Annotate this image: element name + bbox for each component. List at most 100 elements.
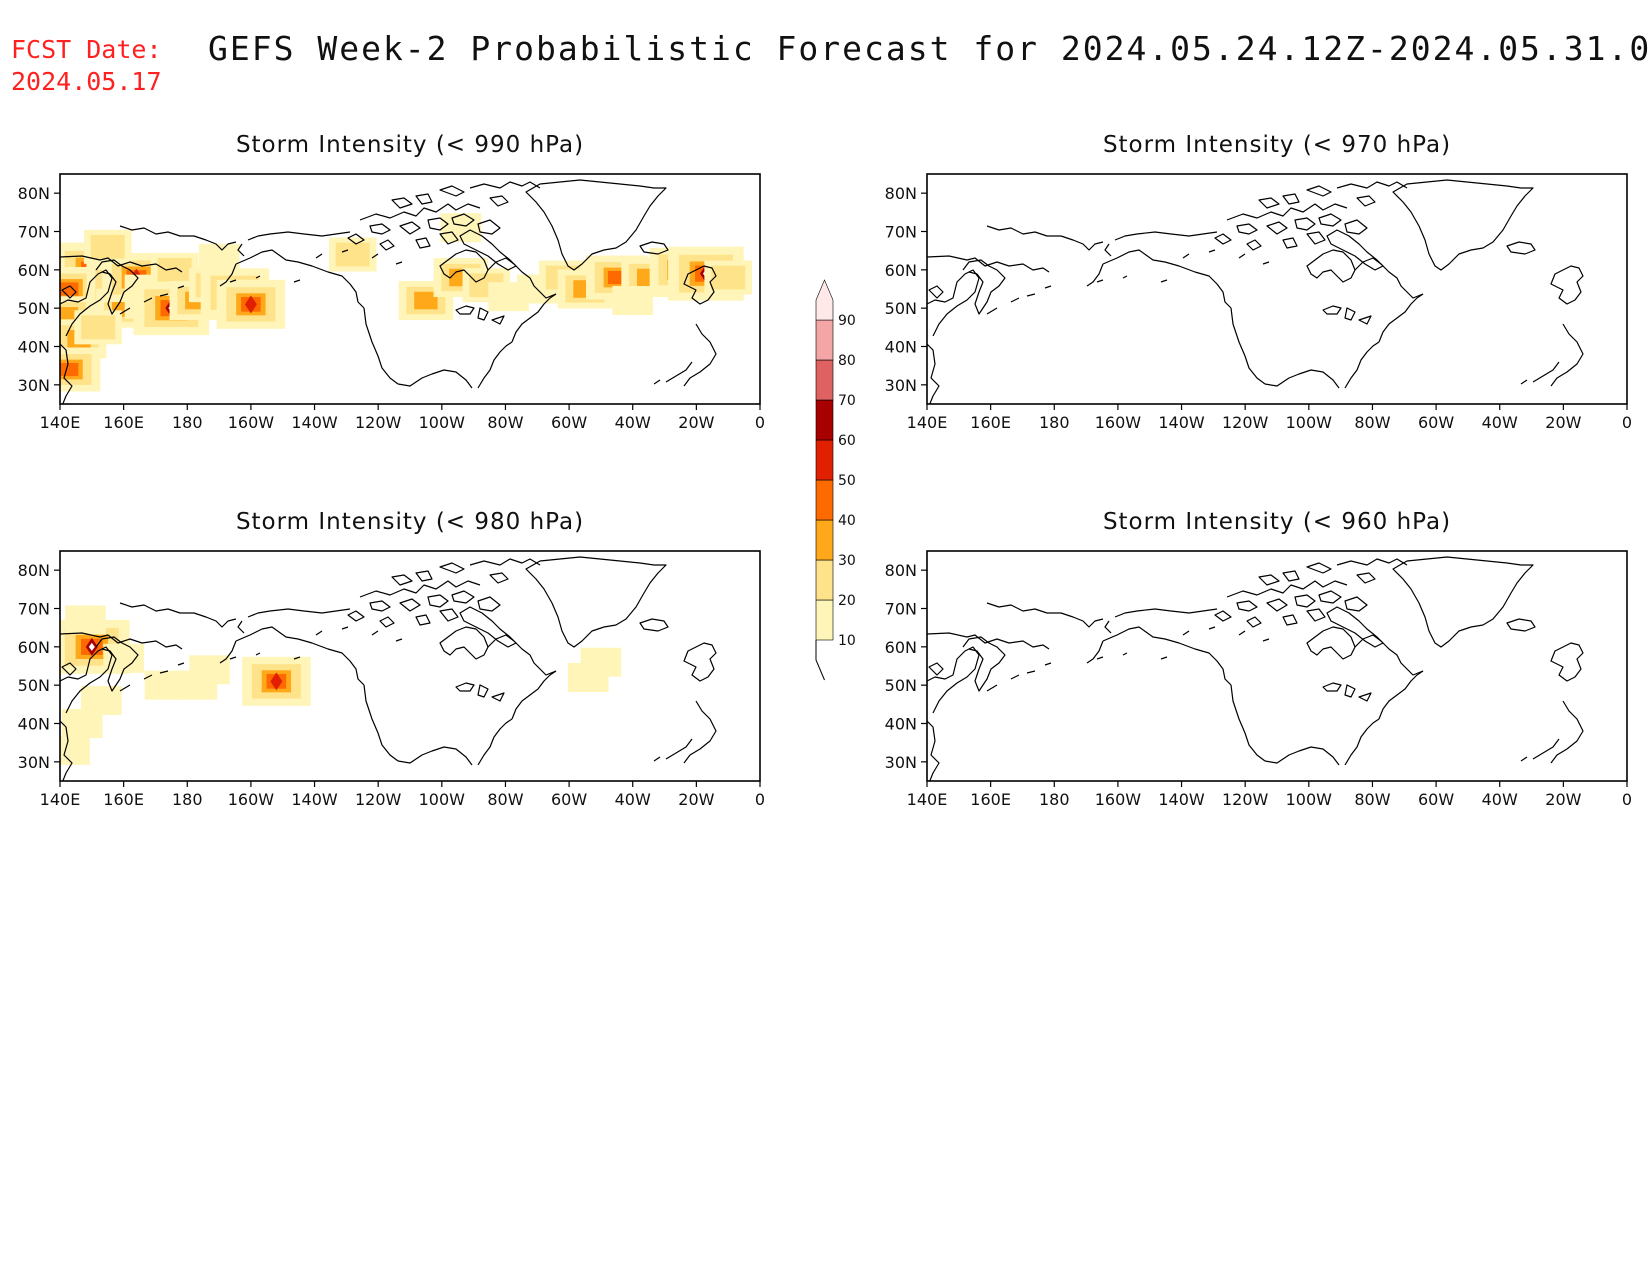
prob-peak-marker: [244, 295, 257, 314]
lat-tick-label: 40N: [18, 338, 50, 357]
lon-tick-label: 160W: [1095, 790, 1142, 809]
lon-tick-label: 0: [755, 413, 765, 432]
prob-area-mid: [81, 315, 116, 340]
lon-tick-label: 160W: [1095, 413, 1142, 432]
lon-tick-label: 180: [172, 790, 203, 809]
colorbar-label: 20: [838, 593, 856, 609]
prob-area-low: [198, 243, 240, 273]
lat-tick-label: 70N: [18, 600, 50, 619]
colorbar-label: 10: [838, 633, 856, 649]
lon-tick-label: 120W: [1222, 413, 1269, 432]
lon-tick-label: 60W: [1418, 413, 1454, 432]
lon-tick-label: 40W: [615, 790, 651, 809]
lon-tick-label: 80W: [1354, 413, 1390, 432]
lon-tick-label: 60W: [551, 790, 587, 809]
colorbar-label: 40: [838, 513, 856, 529]
colorbar-label: 80: [838, 353, 856, 369]
prob-area-mid: [90, 234, 125, 259]
prob-area-low: [65, 605, 106, 635]
prob-area-mid: [711, 265, 746, 290]
lat-tick-label: 70N: [885, 223, 917, 242]
coastline: [927, 556, 1584, 781]
colorbar-label: 60: [838, 433, 856, 449]
lon-tick-label: 160E: [970, 413, 1011, 432]
prob-area-peak: [60, 362, 79, 377]
lon-tick-label: 20W: [678, 790, 714, 809]
lat-tick-label: 50N: [18, 299, 50, 318]
lon-tick-label: 0: [1622, 790, 1632, 809]
prob-area-mid: [335, 242, 370, 267]
lon-tick-label: 40W: [615, 413, 651, 432]
lat-tick-label: 80N: [885, 561, 917, 580]
prob-area-peak: [608, 270, 626, 285]
lon-tick-label: 160E: [103, 790, 144, 809]
colorbar-swatch: [815, 479, 834, 521]
lon-tick-label: 80W: [487, 413, 523, 432]
lon-tick-label: 140W: [291, 413, 338, 432]
lat-tick-label: 60N: [18, 638, 50, 657]
lon-tick-label: 140E: [907, 790, 948, 809]
lat-tick-label: 50N: [885, 676, 917, 695]
prob-peak-center: [88, 642, 95, 651]
lon-tick-label: 80W: [1354, 790, 1390, 809]
panel-title: Storm Intensity (< 960 hPa): [1103, 509, 1451, 535]
prob-area-low: [612, 286, 654, 315]
map-frame: [926, 550, 1628, 782]
prob-area-low: [567, 663, 609, 692]
lat-tick-label: 40N: [18, 715, 50, 734]
prob-area-low: [103, 643, 144, 673]
colorbar-label: 50: [838, 473, 856, 489]
map-frame: [59, 173, 761, 405]
lon-tick-label: 40W: [1482, 790, 1518, 809]
lat-tick-label: 60N: [885, 261, 917, 280]
colorbar-swatch: [815, 279, 834, 321]
prob-peak-marker: [270, 672, 283, 691]
lon-tick-label: 140E: [40, 413, 81, 432]
lon-tick-label: 0: [1622, 413, 1632, 432]
colorbar-swatch: [815, 439, 834, 481]
lat-tick-label: 80N: [18, 184, 50, 203]
fcst-date: 2024.05.17: [11, 67, 162, 96]
lon-tick-label: 120W: [1222, 790, 1269, 809]
lon-tick-label: 160W: [228, 413, 275, 432]
lon-tick-label: 60W: [1418, 790, 1454, 809]
colorbar-swatch: [815, 559, 834, 601]
lon-tick-label: 100W: [1286, 790, 1333, 809]
lat-tick-label: 60N: [885, 638, 917, 657]
prob-area-low: [189, 655, 230, 685]
lat-tick-label: 30N: [18, 376, 50, 395]
colorbar: 10 20 30 40 50 60 70 80 90: [815, 279, 856, 681]
lon-tick-label: 80W: [487, 790, 523, 809]
colorbar-swatch: [815, 519, 834, 561]
lon-tick-label: 120W: [355, 790, 402, 809]
map-frame: [926, 173, 1628, 405]
lon-tick-label: 140E: [40, 790, 81, 809]
colorbar-label: 90: [838, 313, 856, 329]
map-frame: [59, 550, 761, 782]
colorbar-swatch: [815, 399, 834, 441]
lat-tick-label: 30N: [885, 753, 917, 772]
lat-tick-label: 60N: [18, 261, 50, 280]
lat-tick-label: 50N: [18, 676, 50, 695]
colorbar-label: 30: [838, 553, 856, 569]
panel-title: Storm Intensity (< 980 hPa): [236, 509, 584, 535]
colorbar-label: 70: [838, 393, 856, 409]
lon-tick-label: 100W: [1286, 413, 1333, 432]
lon-tick-label: 180: [1039, 413, 1070, 432]
lat-tick-label: 30N: [18, 753, 50, 772]
lon-tick-label: 40W: [1482, 413, 1518, 432]
lon-tick-label: 120W: [355, 413, 402, 432]
lon-tick-label: 0: [755, 790, 765, 809]
lon-tick-label: 20W: [1545, 413, 1581, 432]
lon-tick-label: 160E: [103, 413, 144, 432]
lat-tick-label: 30N: [885, 376, 917, 395]
colorbar-tail: [815, 640, 825, 681]
lon-tick-label: 20W: [678, 413, 714, 432]
page-title: GEFS Week-2 Probabilistic Forecast for 2…: [208, 29, 1650, 68]
lon-tick-label: 140W: [291, 790, 338, 809]
prob-area-mid: [157, 257, 192, 282]
map-panel-p960: Storm Intensity (< 960 hPa) 140E 160E 180 16…: [885, 509, 1632, 809]
map-panel-p990: Storm Intensity (< 990 hPa) 140E 160E 180 16…: [18, 132, 765, 432]
lat-tick-label: 40N: [885, 338, 917, 357]
